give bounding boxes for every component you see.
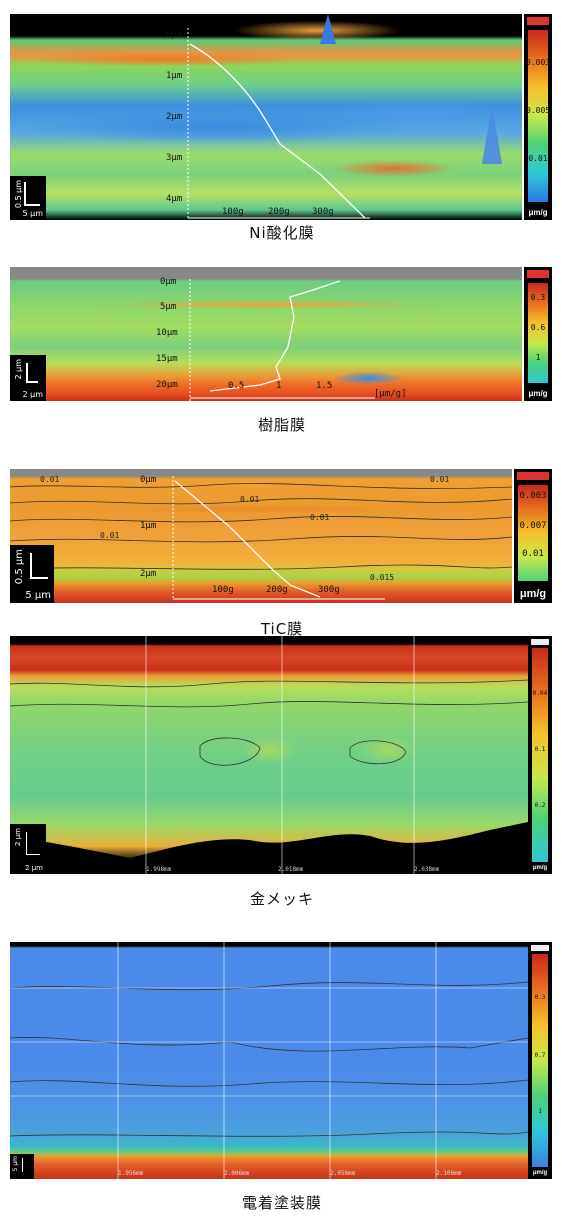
resin-plot: 0μm 5μm 10μm 15μm 20μm 0.5 1 1.5 [μm/g] … bbox=[10, 267, 522, 401]
y-label: 20μm bbox=[156, 380, 178, 390]
colorbar: 0.04 0.1 0.2 μm/g bbox=[528, 636, 552, 874]
caption-tic: TiC膜 bbox=[260, 620, 304, 638]
y-label: 2μm bbox=[140, 569, 157, 579]
y-label: 1μm bbox=[166, 71, 183, 81]
gold-plating-plot: 1.998mm 2.018mm 2.038mm 2 μm 2 μm bbox=[10, 636, 528, 874]
scale-bar-vertical-label: 0.5 μm bbox=[14, 180, 23, 209]
y-label: 0μm bbox=[160, 277, 177, 287]
scale-bar: 0.5 μm 5 μm bbox=[10, 176, 46, 220]
colorbar-tick: 1 bbox=[538, 1108, 542, 1115]
electrodeposition-plot: 1.956mm 2.006mm 2.056mm 2.106mm 5 μm bbox=[10, 942, 528, 1179]
x-label: 1.5 bbox=[316, 381, 333, 391]
electrodeposition-overlay bbox=[10, 942, 528, 1179]
colorbar: 0.003 0.005 0.01 μm/g bbox=[524, 14, 552, 220]
tic-map: 0.01 0.01 0.01 0.01 0.01 0.015 0μm 1μm 2… bbox=[10, 469, 552, 603]
x-label: 2.038mm bbox=[414, 866, 440, 873]
y-label: 2μm bbox=[166, 112, 183, 122]
scale-bar-horizontal-label: 5 μm bbox=[25, 590, 51, 601]
scale-bar-vertical-label: 0.5 μm bbox=[14, 549, 25, 585]
contour-label: 0.01 bbox=[100, 531, 120, 540]
x-label: 1.998mm bbox=[146, 866, 172, 873]
scale-bar-horizontal-label: 2 μm bbox=[25, 864, 43, 872]
caption-ni-oxide: Ni酸化膜 bbox=[249, 224, 315, 242]
colorbar-unit: μm/g bbox=[528, 208, 548, 217]
contour-label: 0.015 bbox=[370, 573, 395, 582]
x-label: 2.056mm bbox=[330, 1170, 356, 1177]
colorbar: 0.3 0.6 1 μm/g bbox=[524, 267, 552, 401]
colorbar-tick: 0.01 bbox=[522, 549, 544, 559]
colorbar-unit: μm/g bbox=[519, 588, 547, 600]
scale-bar: 2 μm 2 μm bbox=[10, 355, 46, 401]
x-axis-unit: [μm/g] bbox=[374, 389, 407, 399]
colorbar-tick: 0.6 bbox=[530, 323, 546, 332]
colorbar-tick: 0.3 bbox=[530, 293, 546, 302]
scale-bar: 2 μm 2 μm bbox=[10, 824, 46, 874]
colorbar-tick: 0.007 bbox=[519, 521, 547, 531]
scale-bar-horizontal-label: 5 μm bbox=[22, 209, 43, 218]
colorbar-tick: 0.003 bbox=[519, 491, 547, 501]
y-label: 1μm bbox=[140, 521, 157, 531]
contour-label: 0.01 bbox=[310, 513, 330, 522]
x-label: 300g bbox=[312, 207, 334, 217]
x-label: 200g bbox=[266, 585, 288, 595]
colorbar-tick: 0.04 bbox=[532, 690, 548, 697]
ni-oxide-map: 0μm 1μm 2μm 3μm 4μm 100g 200g 300g 0.5 μ… bbox=[10, 14, 552, 220]
colorbar: 0.003 0.007 0.01 μm/g bbox=[514, 469, 552, 603]
scale-bar-vertical-label: 5 μm bbox=[12, 1156, 19, 1172]
colorbar-tick: 1 bbox=[535, 353, 541, 362]
scale-bar-horizontal-label: 2 μm bbox=[22, 390, 43, 399]
scale-bar: 0.5 μm 5 μm bbox=[10, 545, 54, 603]
colorbar-tick: 0.2 bbox=[534, 802, 546, 809]
gold-plating-map: 1.998mm 2.018mm 2.038mm 2 μm 2 μm 0.04 0… bbox=[10, 636, 552, 874]
colorbar-unit: μm/g bbox=[528, 389, 548, 398]
x-label: 100g bbox=[212, 585, 234, 595]
colorbar-unit: μm/g bbox=[532, 865, 548, 871]
colorbar-tick: 0.7 bbox=[534, 1052, 546, 1059]
scale-bar-vertical-label: 2 μm bbox=[14, 359, 23, 380]
y-label: 5μm bbox=[160, 302, 177, 312]
y-label: 10μm bbox=[156, 328, 178, 338]
y-label: 0μm bbox=[140, 475, 157, 485]
gold-plating-overlay bbox=[10, 636, 528, 874]
contour-label: 0.01 bbox=[430, 475, 450, 484]
contour-label: 0.01 bbox=[40, 475, 60, 484]
x-label: 100g bbox=[222, 207, 244, 217]
y-label: 15μm bbox=[156, 354, 178, 364]
ni-oxide-overlay bbox=[187, 14, 502, 220]
y-label: 3μm bbox=[166, 153, 183, 163]
tic-plot: 0.01 0.01 0.01 0.01 0.01 0.015 0μm 1μm 2… bbox=[10, 469, 512, 603]
y-label: 4μm bbox=[166, 194, 183, 204]
ni-oxide-plot: 0μm 1μm 2μm 3μm 4μm 100g 200g 300g 0.5 μ… bbox=[10, 14, 522, 220]
contour-label: 0.01 bbox=[240, 495, 260, 504]
y-label: 0μm bbox=[166, 30, 183, 40]
colorbar-unit: μm/g bbox=[532, 1170, 548, 1176]
colorbar-tick: 0.3 bbox=[534, 994, 546, 1001]
x-label: 2.106mm bbox=[436, 1170, 462, 1177]
tic-overlay bbox=[10, 476, 512, 600]
caption-electrodeposition: 電着塗装膜 bbox=[241, 1194, 322, 1212]
colorbar-tick: 0.003 bbox=[526, 58, 551, 67]
caption-gold-plating: 金メッキ bbox=[249, 890, 314, 908]
colorbar: 0.3 0.7 1 μm/g bbox=[528, 942, 552, 1179]
colorbar-tick: 0.005 bbox=[526, 106, 551, 115]
x-label: 1 bbox=[276, 381, 282, 391]
colorbar-tick: 0.1 bbox=[534, 746, 546, 753]
caption-resin: 樹脂膜 bbox=[257, 416, 306, 434]
resin-overlay bbox=[189, 279, 375, 401]
x-label: 1.956mm bbox=[118, 1170, 144, 1177]
colorbar-tick: 0.01 bbox=[528, 154, 548, 163]
x-label: 200g bbox=[268, 207, 290, 217]
x-label: 2.006mm bbox=[224, 1170, 250, 1177]
electrodeposition-map: 1.956mm 2.006mm 2.056mm 2.106mm 5 μm 0.3… bbox=[10, 942, 552, 1179]
x-label: 2.018mm bbox=[278, 866, 304, 873]
x-label: 0.5 bbox=[228, 381, 245, 391]
x-label: 300g bbox=[318, 585, 340, 595]
resin-map: 0μm 5μm 10μm 15μm 20μm 0.5 1 1.5 [μm/g] … bbox=[10, 267, 552, 401]
scale-bar: 5 μm bbox=[10, 1154, 34, 1179]
scale-bar-vertical-label: 2 μm bbox=[14, 828, 22, 846]
